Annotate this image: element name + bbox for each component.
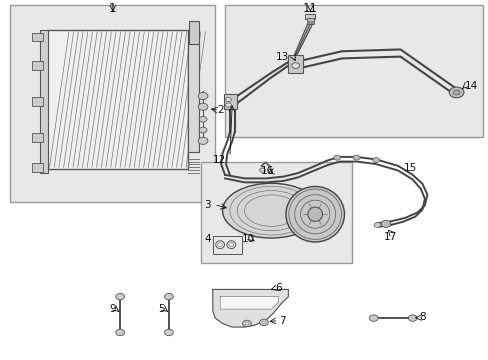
- Bar: [288, 55, 303, 73]
- Circle shape: [199, 127, 206, 133]
- Circle shape: [164, 293, 173, 300]
- Bar: [224, 5, 483, 137]
- Circle shape: [199, 116, 206, 122]
- Text: 17: 17: [384, 232, 397, 242]
- Circle shape: [244, 322, 248, 325]
- Text: 5: 5: [158, 304, 164, 314]
- Bar: [200, 162, 351, 262]
- Bar: [40, 30, 48, 173]
- Circle shape: [198, 93, 207, 100]
- Text: 13: 13: [276, 51, 289, 62]
- Text: 7: 7: [279, 316, 285, 325]
- Circle shape: [352, 155, 359, 160]
- Circle shape: [373, 222, 380, 228]
- Circle shape: [116, 329, 124, 336]
- Circle shape: [262, 321, 265, 324]
- Circle shape: [259, 168, 265, 172]
- Ellipse shape: [285, 186, 344, 242]
- Circle shape: [116, 293, 124, 300]
- Bar: [188, 21, 198, 44]
- Text: 14: 14: [464, 81, 477, 91]
- Circle shape: [407, 315, 416, 321]
- Bar: [32, 97, 43, 106]
- Circle shape: [259, 319, 268, 326]
- Bar: [32, 133, 43, 141]
- Text: 11: 11: [302, 3, 317, 15]
- Ellipse shape: [307, 207, 322, 221]
- Circle shape: [380, 220, 390, 228]
- Bar: [10, 5, 215, 202]
- Bar: [223, 94, 237, 109]
- Text: 8: 8: [418, 312, 425, 322]
- Polygon shape: [220, 297, 278, 309]
- Text: 6: 6: [275, 283, 281, 293]
- Circle shape: [372, 158, 379, 163]
- Circle shape: [225, 98, 231, 102]
- Text: 1: 1: [109, 3, 116, 15]
- Polygon shape: [47, 30, 188, 170]
- Circle shape: [291, 63, 299, 68]
- Bar: [188, 44, 199, 152]
- Text: 16: 16: [260, 166, 273, 176]
- Circle shape: [368, 315, 377, 321]
- Text: 15: 15: [403, 163, 416, 173]
- Bar: [306, 18, 313, 24]
- Circle shape: [452, 90, 459, 95]
- Bar: [32, 33, 43, 41]
- Circle shape: [198, 103, 207, 111]
- Circle shape: [448, 87, 463, 98]
- Polygon shape: [212, 289, 288, 327]
- Text: 12: 12: [212, 156, 225, 166]
- Bar: [212, 236, 242, 254]
- Text: 10: 10: [242, 234, 254, 244]
- Circle shape: [164, 329, 173, 336]
- Circle shape: [242, 320, 251, 327]
- Circle shape: [333, 155, 340, 160]
- Text: 3: 3: [203, 199, 210, 210]
- Ellipse shape: [222, 183, 320, 238]
- Bar: [305, 14, 315, 19]
- Text: 9: 9: [109, 304, 116, 314]
- Bar: [32, 163, 43, 172]
- Text: 2: 2: [217, 105, 224, 115]
- Circle shape: [198, 137, 207, 144]
- Bar: [32, 61, 43, 70]
- Text: 4: 4: [204, 234, 211, 244]
- Circle shape: [225, 103, 231, 107]
